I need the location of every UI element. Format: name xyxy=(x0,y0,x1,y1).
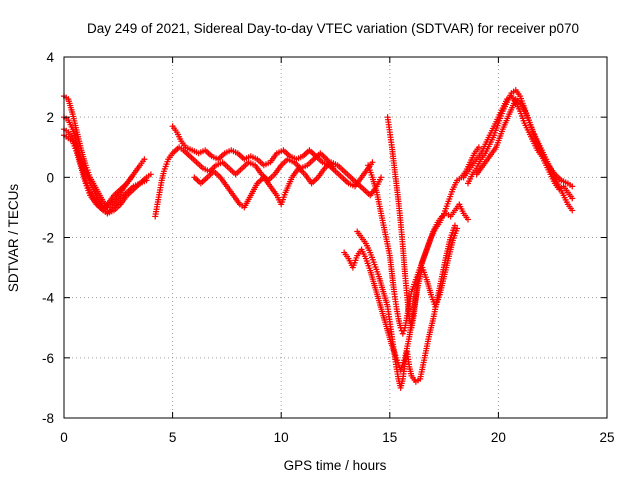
x-tick-label: 20 xyxy=(491,430,506,445)
data-layer xyxy=(61,87,576,391)
data-point xyxy=(141,156,148,163)
series-track-n xyxy=(473,96,576,190)
series-track-k xyxy=(341,225,461,373)
y-axis-label: SDTVAR / TECUs xyxy=(6,184,21,293)
data-point xyxy=(569,195,576,202)
data-point xyxy=(400,327,407,334)
series-track-g xyxy=(191,159,385,211)
data-point xyxy=(454,225,461,232)
x-tick-label: 15 xyxy=(382,430,397,445)
data-point xyxy=(128,174,135,181)
y-tick-label: -4 xyxy=(42,291,54,306)
series-track-m xyxy=(460,93,576,202)
y-tick-label: 2 xyxy=(46,110,54,125)
x-tick-label: 25 xyxy=(599,430,614,445)
chart-title: Day 249 of 2021, Sidereal Day-to-day VTE… xyxy=(87,21,579,36)
data-point xyxy=(378,174,385,181)
data-point xyxy=(451,222,458,229)
data-point xyxy=(143,177,150,184)
series-track-d xyxy=(61,132,135,214)
x-tick-label: 10 xyxy=(274,430,289,445)
data-point xyxy=(369,159,376,166)
tick-layer: 0 5 10 15 20 25 -8 -6 -4 -2 0 2 4 xyxy=(42,50,615,445)
data-point xyxy=(475,144,482,151)
y-tick-label: -2 xyxy=(42,231,54,246)
x-axis-label: GPS time / hours xyxy=(284,458,387,473)
x-tick-label: 5 xyxy=(169,430,177,445)
y-tick-label: -6 xyxy=(42,351,54,366)
data-point xyxy=(399,330,406,337)
y-tick-label: -8 xyxy=(42,411,54,426)
data-point xyxy=(569,207,576,214)
x-tick-label: 0 xyxy=(60,430,68,445)
series-track-h xyxy=(365,162,471,337)
y-tick-label: 4 xyxy=(46,50,54,65)
data-point xyxy=(464,216,471,223)
data-point xyxy=(569,183,576,190)
data-point xyxy=(147,171,154,178)
y-tick-label: 0 xyxy=(46,170,54,185)
